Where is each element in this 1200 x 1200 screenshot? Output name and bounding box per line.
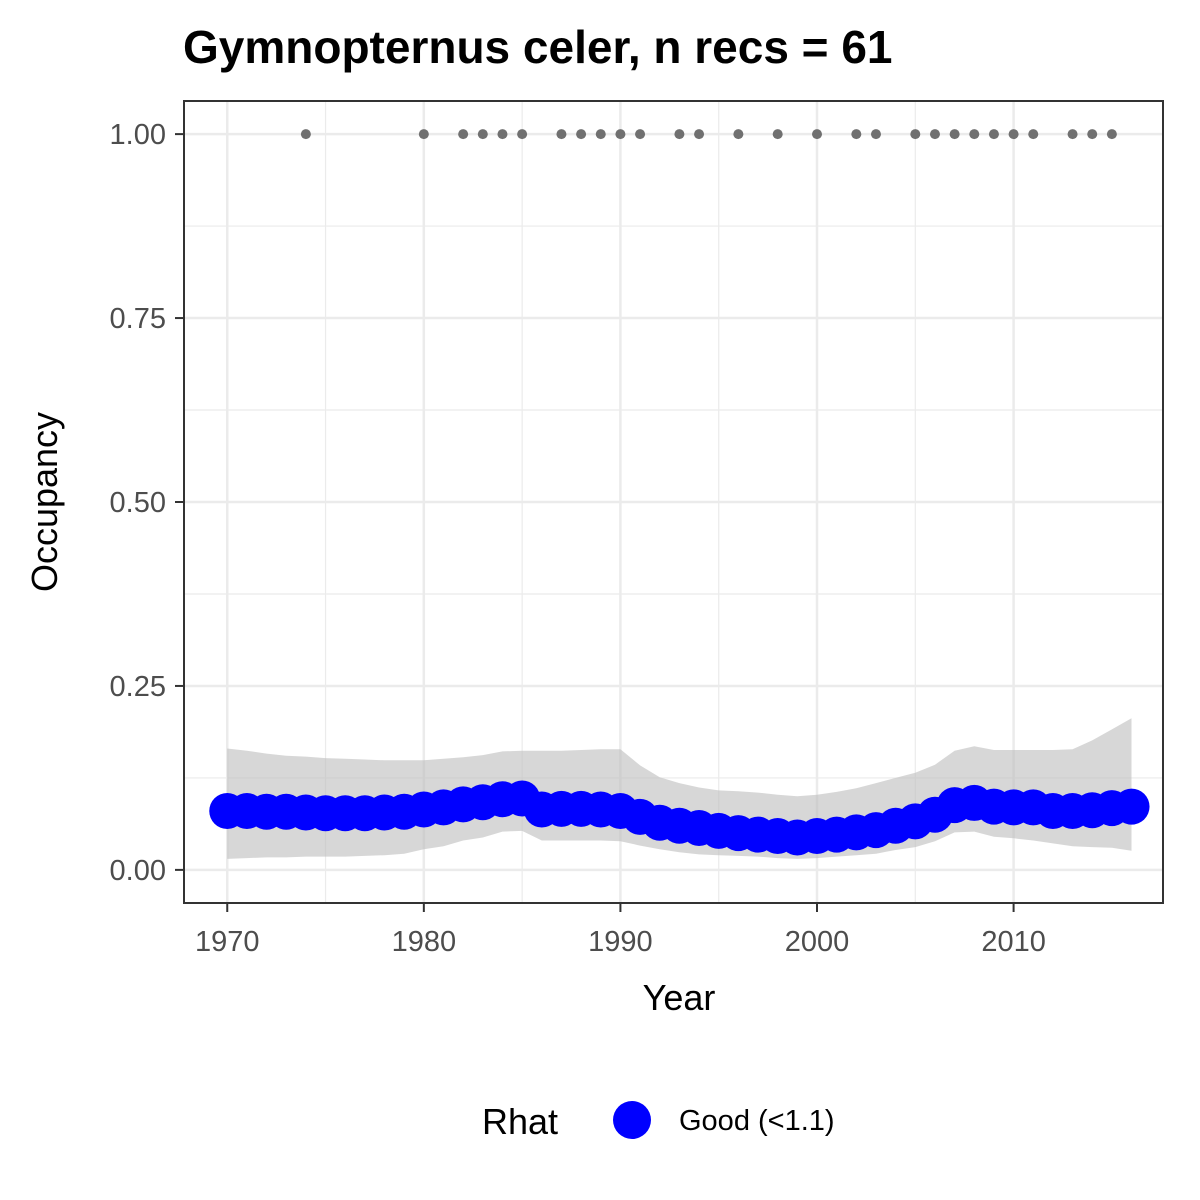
record-point	[497, 129, 508, 140]
record-point	[418, 129, 429, 140]
record-point	[1008, 129, 1019, 140]
record-points	[300, 129, 1117, 140]
record-point	[851, 129, 862, 140]
record-point	[300, 129, 311, 140]
legend-label-good: Good (<1.1)	[679, 1105, 835, 1137]
x-axis: 1970 1980 1990 2000 2010	[195, 903, 1046, 958]
y-tick-label: 0.25	[110, 671, 166, 703]
record-point	[635, 129, 646, 140]
record-point	[615, 129, 626, 140]
record-point	[595, 129, 606, 140]
record-point	[949, 129, 960, 140]
record-point	[1067, 129, 1078, 140]
x-tick-label: 2000	[785, 926, 850, 958]
chart-title: Gymnopternus celer, n recs = 61	[183, 21, 893, 73]
record-point	[772, 129, 783, 140]
record-point	[517, 129, 528, 140]
record-point	[576, 129, 587, 140]
x-tick-label: 1980	[392, 926, 457, 958]
record-point	[1087, 129, 1098, 140]
record-point	[733, 129, 744, 140]
occupancy-estimate-points	[209, 780, 1150, 856]
x-tick-label: 1970	[195, 926, 260, 958]
y-tick-label: 0.75	[110, 303, 166, 335]
record-point	[1028, 129, 1039, 140]
record-point	[1106, 129, 1117, 140]
x-tick-label: 1990	[588, 926, 653, 958]
y-tick-label: 0.00	[110, 855, 166, 887]
record-point	[674, 129, 685, 140]
y-axis-title: Occupancy	[24, 412, 65, 592]
y-tick-label: 0.50	[110, 487, 166, 519]
y-axis: 0.00 0.25 0.50 0.75 1.00	[110, 119, 184, 887]
legend-key-good	[613, 1101, 651, 1139]
record-point	[477, 129, 488, 140]
legend: Rhat Good (<1.1)	[482, 1101, 835, 1142]
record-point	[969, 129, 980, 140]
x-tick-label: 2010	[981, 926, 1046, 958]
legend-title: Rhat	[482, 1101, 558, 1142]
record-point	[812, 129, 823, 140]
record-point	[910, 129, 921, 140]
record-point	[870, 129, 881, 140]
record-point	[694, 129, 705, 140]
record-point	[988, 129, 999, 140]
record-point	[556, 129, 567, 140]
record-point	[929, 129, 940, 140]
y-tick-label: 1.00	[110, 119, 166, 151]
x-axis-title: Year	[643, 977, 716, 1018]
record-point	[458, 129, 469, 140]
occupancy-estimate-point	[1113, 788, 1150, 825]
